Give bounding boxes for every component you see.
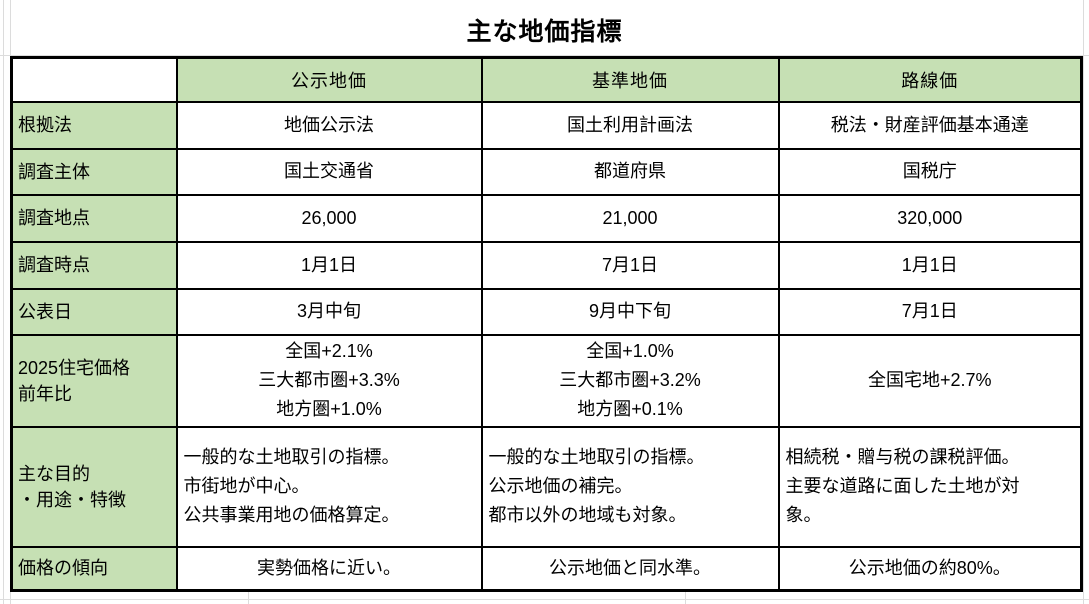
row-label: 価格の傾向 [10, 545, 178, 592]
table-cell: 実勢価格に近い。 [175, 545, 483, 592]
table-cell: 全国宅地+2.7% [777, 333, 1083, 428]
row-label: 公表日 [10, 287, 178, 336]
table-row-chosa-chiten: 調査地点 26,000 21,000 320,000 [10, 193, 1083, 243]
table-cell: 税法・財産評価基本通達 [777, 100, 1083, 150]
gridline-vertical [685, 589, 686, 604]
row-label: 根拠法 [10, 100, 178, 150]
table-cell: 相続税・贈与税の課税評価。 主要な道路に面した土地が対 象。 [777, 425, 1083, 548]
table-cell: 26,000 [175, 193, 483, 243]
table-cell: 一般的な土地取引の指標。 公示地価の補完。 都市以外の地域も対象。 [480, 425, 780, 548]
column-header-rosenka: 路線価 [777, 56, 1083, 103]
table-cell: 国土交通省 [175, 147, 483, 196]
gridline-horizontal [0, 55, 1089, 56]
table-row-chosa-shutai: 調査主体 国土交通省 都道府県 国税庁 [10, 147, 1083, 196]
table-cell: 1月1日 [175, 240, 483, 290]
table-cell: 3月中旬 [175, 287, 483, 336]
row-label: 調査時点 [10, 240, 178, 290]
corner-cell [10, 56, 178, 103]
column-header-kijun-chika: 基準地価 [480, 56, 780, 103]
table-cell: 7月1日 [777, 287, 1083, 336]
gridline-vertical [248, 589, 249, 604]
table-cell: 9月中下旬 [480, 287, 780, 336]
table-cell: 地価公示法 [175, 100, 483, 150]
table-row-price-tendency: 価格の傾向 実勢価格に近い。 公示地価と同水準。 公示地価の約80%。 [10, 545, 1083, 592]
table-cell: 全国+1.0% 三大都市圏+3.2% 地方圏+0.1% [480, 333, 780, 428]
row-label: 調査地点 [10, 193, 178, 243]
row-label: 主な目的 ・用途・特徴 [10, 425, 178, 548]
gridline-vertical [3, 0, 4, 604]
table-row-chosa-jiten: 調査時点 1月1日 7月1日 1月1日 [10, 240, 1083, 290]
gridline-vertical [1083, 0, 1084, 604]
table-cell: 都道府県 [480, 147, 780, 196]
table-row-main-purpose: 主な目的 ・用途・特徴 一般的な土地取引の指標。 市街地が中心。 公共事業用地の… [10, 425, 1083, 548]
gridline-horizontal [0, 599, 1089, 600]
row-label: 2025住宅価格 前年比 [10, 333, 178, 428]
column-header-koji-chika: 公示地価 [175, 56, 483, 103]
row-label: 調査主体 [10, 147, 178, 196]
land-price-comparison-table: 公示地価 基準地価 路線価 根拠法 地価公示法 国土利用計画法 税法・財産評価基… [10, 56, 1083, 592]
table-cell: 公示地価の約80%。 [777, 545, 1083, 592]
table-cell: 1月1日 [777, 240, 1083, 290]
table-cell: 一般的な土地取引の指標。 市街地が中心。 公共事業用地の価格算定。 [175, 425, 483, 548]
header-row: 公示地価 基準地価 路線価 [10, 56, 1083, 103]
table-cell: 7月1日 [480, 240, 780, 290]
table-row-kohyo-bi: 公表日 3月中旬 9月中下旬 7月1日 [10, 287, 1083, 336]
table-cell: 国土利用計画法 [480, 100, 780, 150]
table-row-2025-price-yoy: 2025住宅価格 前年比 全国+2.1% 三大都市圏+3.3% 地方圏+1.0%… [10, 333, 1083, 428]
table-cell: 国税庁 [777, 147, 1083, 196]
table-row-kyoko-ho: 根拠法 地価公示法 国土利用計画法 税法・財産評価基本通達 [10, 100, 1083, 150]
table-cell: 21,000 [480, 193, 780, 243]
table-cell: 公示地価と同水準。 [480, 545, 780, 592]
table-cell: 全国+2.1% 三大都市圏+3.3% 地方圏+1.0% [175, 333, 483, 428]
page-title: 主な地価指標 [466, 18, 623, 46]
table-cell: 320,000 [777, 193, 1083, 243]
